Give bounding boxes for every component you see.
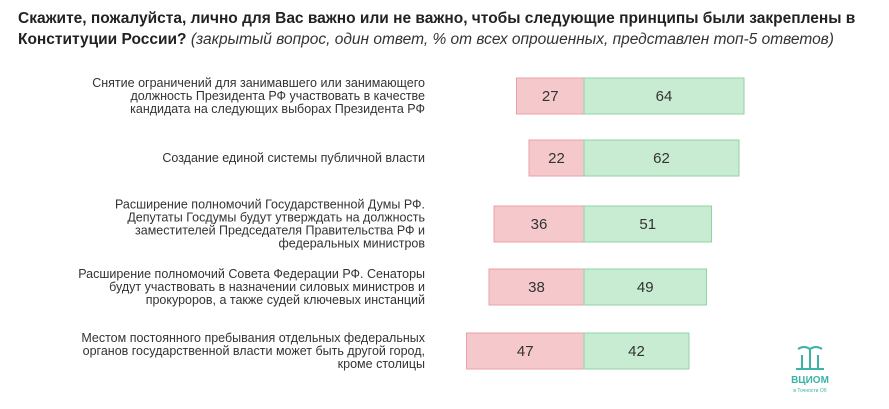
vciom-logo: ВЦИОМ в Точности Об (778, 345, 838, 395)
category-label: Расширение полномочий Государственной Ду… (115, 198, 425, 251)
value-label-positive: 64 (656, 88, 673, 105)
bar-positive (583, 268, 707, 306)
bar-positive (583, 205, 712, 243)
bar-positive (583, 139, 740, 177)
value-label-positive: 51 (639, 216, 656, 233)
logo-name: ВЦИОМ (791, 375, 829, 386)
value-label-negative: 22 (548, 150, 565, 167)
bar-negative (488, 268, 585, 306)
category-label: Местом постоянного пребывания отдельных … (81, 331, 425, 371)
bar-positive (583, 77, 745, 115)
value-label-positive: 49 (637, 279, 654, 296)
value-label-negative: 27 (542, 88, 559, 105)
category-label: Снятие ограничений для занимавшего или з… (92, 76, 425, 116)
value-label-negative: 38 (528, 279, 545, 296)
logo-tagline: в Точности Об (793, 388, 826, 394)
chart-title-note: (закрытый вопрос, один ответ, % от всех … (186, 31, 834, 48)
bar-positive (583, 332, 690, 370)
value-label-negative: 47 (517, 343, 534, 360)
bar-negative (516, 77, 585, 115)
logo-icon: ВЦИОМ в Точности Об (791, 346, 829, 394)
chart-title-question: Скажите, пожалуйста, лично для Вас важно… (18, 10, 856, 48)
bar-negative (466, 332, 585, 370)
bar-negative (528, 139, 585, 177)
category-label: Создание единой системы публичной власти (162, 151, 425, 165)
chart-title: Скажите, пожалуйста, лично для Вас важно… (18, 8, 868, 50)
bar-negative (493, 205, 585, 243)
category-label: Расширение полномочий Совета Федерации Р… (78, 267, 425, 307)
value-label-negative: 36 (531, 216, 548, 233)
value-label-positive: 62 (653, 150, 670, 167)
value-label-positive: 42 (628, 343, 645, 360)
